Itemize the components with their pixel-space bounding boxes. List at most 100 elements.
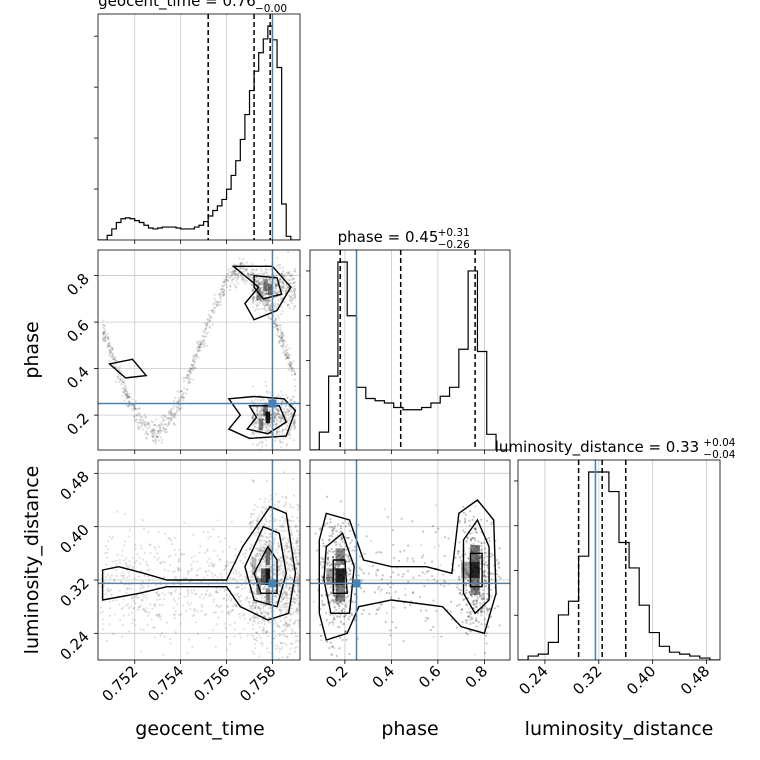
sample-point (242, 553, 245, 556)
sample-point (264, 303, 268, 306)
sample-point (259, 415, 262, 419)
sample-point (338, 647, 341, 650)
sample-point (133, 619, 136, 622)
sample-point (102, 622, 105, 626)
sample-point (251, 385, 254, 388)
sample-point (286, 271, 289, 274)
sample-point (215, 587, 218, 590)
sample-point (178, 614, 181, 617)
sample-point (293, 422, 296, 426)
sample-point (280, 330, 283, 334)
sample-point (235, 572, 238, 576)
sample-point (289, 618, 292, 621)
sample-point (290, 298, 294, 301)
sample-point (221, 284, 224, 287)
sample-point (102, 332, 105, 335)
sample-point (162, 414, 165, 417)
sample-point (481, 610, 484, 613)
sample-point (167, 555, 170, 558)
sample-point (133, 415, 136, 419)
sample-point (227, 561, 230, 564)
sample-point (178, 407, 182, 411)
sample-point (134, 602, 137, 605)
sample-point (471, 518, 474, 522)
sample-point (206, 323, 209, 326)
sample-point (111, 352, 114, 355)
sample-point (259, 419, 263, 422)
sample-point (179, 389, 183, 393)
sample-point (118, 369, 121, 372)
sample-point (251, 443, 254, 446)
sample-point (435, 580, 439, 583)
sample-point (297, 622, 300, 625)
sample-point (205, 332, 208, 336)
sample-point (139, 562, 142, 565)
sample-point (298, 589, 300, 592)
sample-point (274, 285, 277, 288)
sample-point (340, 557, 343, 560)
sample-point (264, 282, 267, 285)
sample-point (183, 387, 186, 390)
panel-frame (97, 459, 301, 661)
sample-point (480, 548, 484, 551)
sample-point (188, 371, 192, 374)
sample-point (207, 313, 211, 316)
sample-point (285, 624, 288, 628)
sample-point (484, 604, 487, 608)
sample-point (263, 611, 267, 614)
sample-point (272, 414, 276, 418)
sample-point (122, 573, 125, 577)
sample-point (154, 636, 157, 639)
sample-point (238, 616, 242, 619)
sample-point (275, 323, 278, 326)
sample-point (278, 409, 281, 412)
sample-point (321, 577, 324, 580)
sample-point (133, 561, 136, 564)
sample-point (112, 579, 116, 582)
sample-point (497, 566, 501, 569)
sample-point (251, 623, 255, 627)
sample-point (234, 275, 237, 278)
sample-point (217, 293, 220, 296)
sample-point (292, 296, 295, 300)
sample-point (269, 519, 272, 522)
sample-point (266, 303, 269, 306)
sample-point (154, 429, 157, 432)
sample-point (388, 643, 391, 646)
sample-point (322, 542, 325, 545)
sample-point (117, 377, 120, 380)
sample-point (285, 602, 288, 605)
sample-point (391, 620, 394, 624)
sample-point (281, 393, 284, 397)
sample-point (256, 547, 260, 550)
sample-point (234, 603, 237, 606)
sample-point (476, 579, 479, 582)
sample-point (218, 558, 221, 561)
sample-point (275, 395, 278, 398)
sample-point (207, 537, 210, 540)
sample-point (259, 424, 262, 427)
sample-point (274, 595, 278, 598)
sample-point (340, 537, 343, 540)
sample-point (169, 554, 172, 557)
sample-point (213, 306, 216, 309)
sample-point (487, 536, 491, 540)
sample-point (325, 495, 329, 498)
sample-point (243, 262, 246, 266)
sample-point (462, 505, 465, 508)
sample-point (258, 566, 261, 570)
sample-point (252, 566, 255, 570)
sample-point (262, 422, 266, 425)
sample-point (268, 408, 271, 411)
sample-point (469, 630, 472, 633)
sample-point (291, 282, 294, 285)
sample-point (125, 562, 128, 565)
sample-point (121, 388, 124, 391)
sample-point (193, 356, 196, 359)
sample-point (104, 552, 107, 555)
sample-point (464, 619, 467, 622)
sample-point (225, 635, 229, 639)
sample-point (190, 602, 193, 605)
sample-point (288, 588, 291, 591)
sample-point (285, 591, 288, 594)
